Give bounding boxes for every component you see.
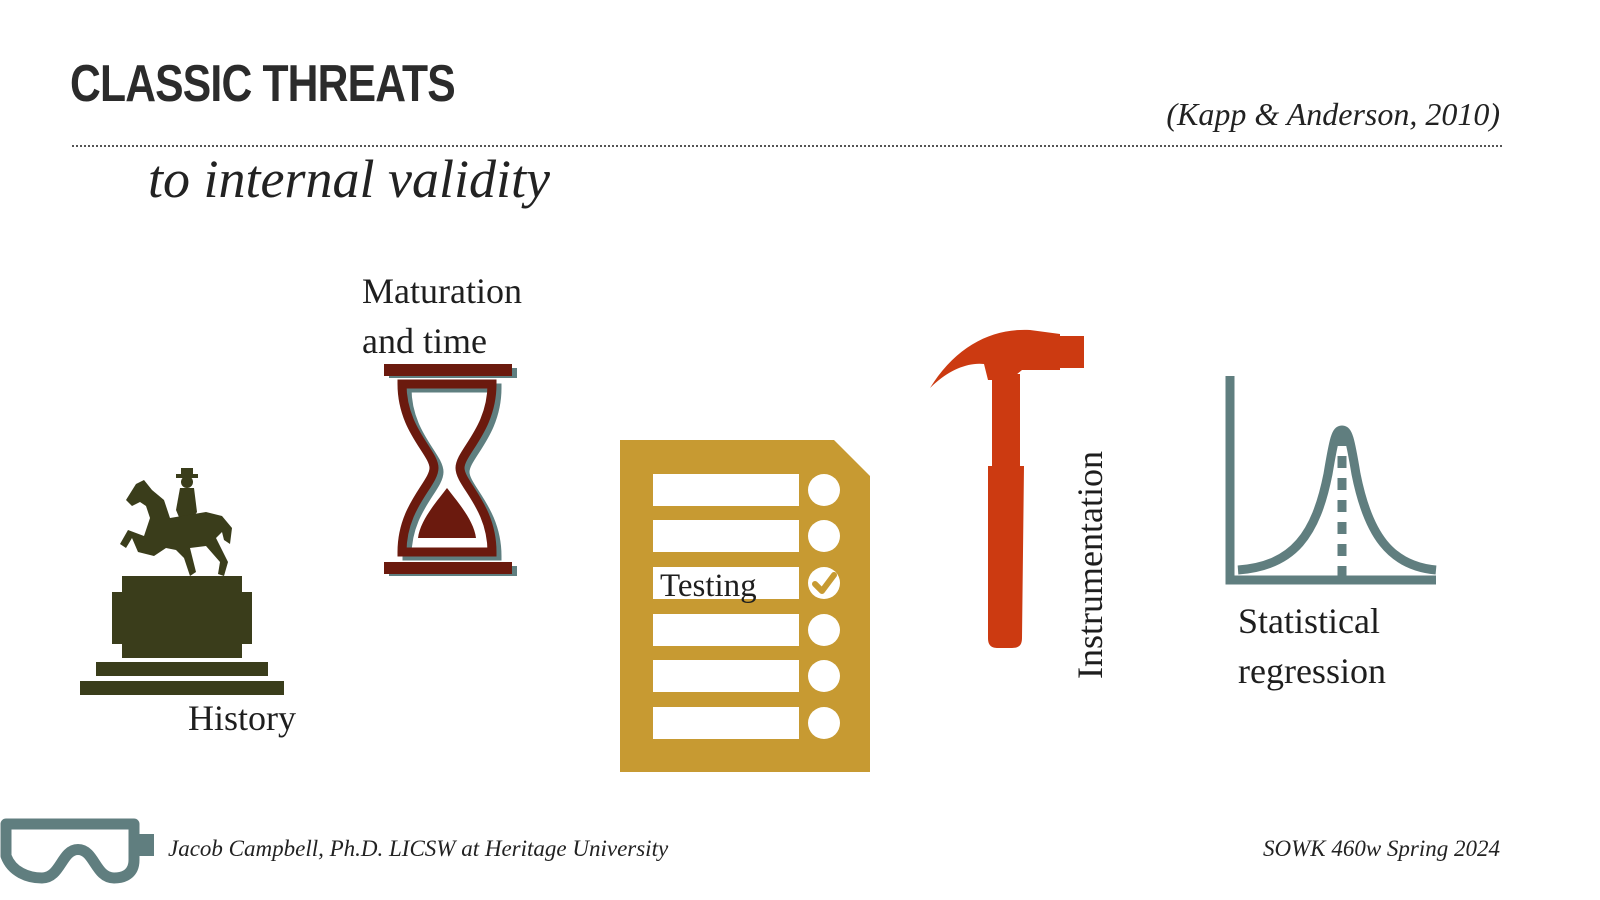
hourglass-icon bbox=[384, 364, 517, 576]
slide-subtitle: to internal validity bbox=[148, 149, 550, 209]
checklist-icon bbox=[620, 440, 870, 772]
title-divider bbox=[72, 145, 1502, 147]
equestrian-statue-icon bbox=[80, 468, 284, 695]
bell-curve-icon bbox=[1225, 376, 1437, 585]
threat-label-maturation: Maturation and time bbox=[362, 271, 522, 362]
slide-title: CLASSIC THREATS bbox=[70, 55, 456, 113]
threat-label-statistical-regression: Statistical regression bbox=[1238, 601, 1386, 692]
footer-course: SOWK 460w Spring 2024 bbox=[1262, 836, 1500, 861]
footer-author: Jacob Campbell, Ph.D. LICSW at Heritage … bbox=[168, 836, 669, 861]
citation: (Kapp & Anderson, 2010) bbox=[1166, 96, 1500, 132]
threat-label-history: History bbox=[188, 698, 296, 738]
hammer-icon bbox=[930, 329, 1084, 648]
goggles-icon bbox=[0, 818, 154, 884]
threat-label-instrumentation: Instrumentation bbox=[1069, 451, 1110, 679]
threat-label-testing: Testing bbox=[660, 568, 757, 604]
